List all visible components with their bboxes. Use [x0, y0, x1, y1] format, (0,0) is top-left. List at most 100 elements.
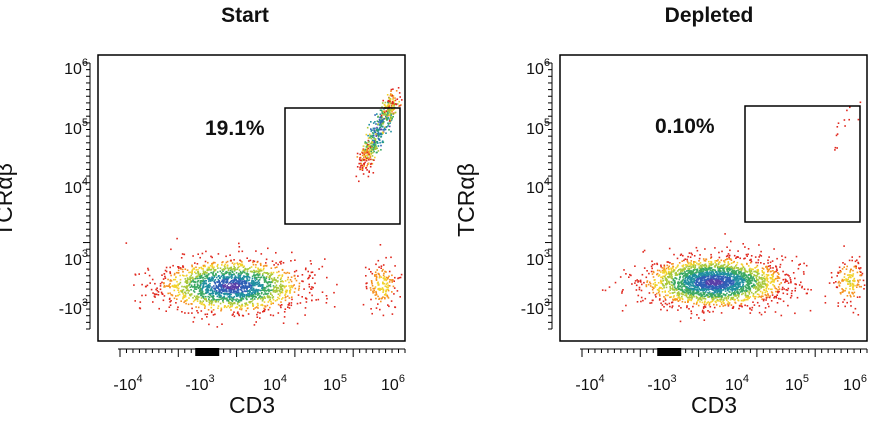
event-point: [291, 302, 293, 304]
event-point: [692, 306, 694, 308]
event-point: [390, 90, 392, 92]
event-point: [686, 307, 688, 309]
event-point: [257, 289, 259, 291]
event-point: [646, 284, 648, 286]
event-point: [401, 99, 403, 101]
event-point: [382, 269, 384, 271]
event-point: [389, 281, 391, 283]
event-point: [166, 285, 168, 287]
event-point: [392, 116, 394, 118]
event-point: [294, 275, 296, 277]
event-point: [239, 295, 241, 297]
event-point: [246, 296, 248, 298]
event-point: [717, 290, 719, 292]
event-point: [717, 292, 719, 294]
event-point: [690, 256, 692, 258]
event-point: [191, 281, 193, 283]
event-point: [307, 271, 309, 273]
event-point: [189, 281, 191, 283]
event-point: [211, 304, 213, 306]
event-point: [272, 303, 274, 305]
event-point: [735, 302, 737, 304]
event-point: [385, 285, 387, 287]
event-point: [678, 305, 680, 307]
event-point: [681, 298, 683, 300]
event-point: [689, 277, 691, 279]
event-point: [140, 301, 142, 303]
event-point: [382, 100, 384, 102]
event-point: [758, 259, 760, 261]
event-point: [257, 292, 259, 294]
event-point: [372, 144, 374, 146]
event-point: [277, 264, 279, 266]
event-point: [739, 289, 741, 291]
event-point: [392, 280, 394, 282]
event-point: [712, 300, 714, 302]
event-point: [770, 262, 772, 264]
event-point: [212, 280, 214, 282]
event-point: [707, 310, 709, 312]
event-point: [147, 268, 149, 270]
event-point: [152, 301, 154, 303]
event-point: [271, 272, 273, 274]
event-point: [312, 277, 314, 279]
event-point: [214, 282, 216, 284]
event-point: [247, 268, 249, 270]
event-point: [216, 277, 218, 279]
event-point: [749, 287, 751, 289]
event-point: [699, 267, 701, 269]
event-point: [280, 286, 282, 288]
event-point: [371, 282, 373, 284]
event-point: [703, 265, 705, 267]
event-point: [226, 297, 228, 299]
event-point: [709, 263, 711, 265]
event-point: [213, 287, 215, 289]
event-point: [214, 314, 216, 316]
event-point: [684, 301, 686, 303]
event-point: [269, 307, 271, 309]
event-point: [791, 260, 793, 262]
event-point: [394, 287, 396, 289]
event-point: [729, 291, 731, 293]
event-point: [723, 275, 725, 277]
event-point: [224, 293, 226, 295]
event-point: [708, 268, 710, 270]
event-point: [198, 307, 200, 309]
event-point: [376, 135, 378, 137]
event-point: [278, 290, 280, 292]
event-point: [252, 262, 254, 264]
event-point: [704, 260, 706, 262]
event-point: [259, 296, 261, 298]
event-point: [737, 294, 739, 296]
event-point: [284, 272, 286, 274]
event-point: [759, 305, 761, 307]
event-point: [661, 282, 663, 284]
event-point: [706, 265, 708, 267]
event-point: [727, 296, 729, 298]
event-point: [745, 277, 747, 279]
event-point: [710, 293, 712, 295]
event-point: [287, 277, 289, 279]
event-point: [745, 291, 747, 293]
event-point: [770, 277, 772, 279]
event-point: [294, 271, 296, 273]
event-point: [384, 111, 386, 113]
event-point: [322, 291, 324, 293]
event-point: [645, 298, 647, 300]
event-point: [241, 309, 243, 311]
event-point: [221, 287, 223, 289]
event-point: [374, 274, 376, 276]
event-point: [196, 276, 198, 278]
event-point: [790, 297, 792, 299]
event-point: [169, 306, 171, 308]
event-point: [243, 315, 245, 317]
event-point: [720, 274, 722, 276]
event-point: [145, 295, 147, 297]
event-point: [769, 297, 771, 299]
event-point: [728, 304, 730, 306]
event-point: [217, 296, 219, 298]
event-point: [381, 115, 383, 117]
event-point: [382, 132, 384, 134]
event-point: [687, 301, 689, 303]
event-point: [197, 269, 199, 271]
